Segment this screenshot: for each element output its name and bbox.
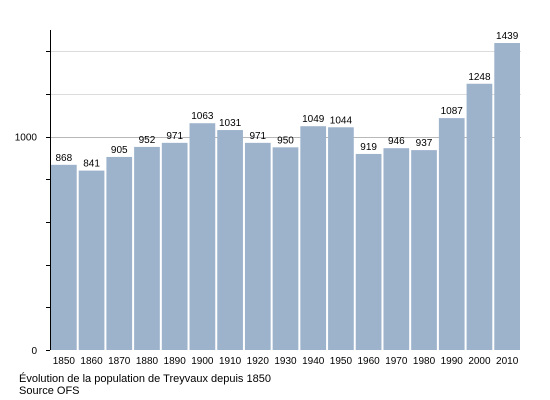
data-label-1930: 950: [277, 135, 294, 146]
data-label-1900: 1063: [191, 111, 214, 122]
data-label-1910: 1031: [219, 118, 242, 129]
data-label-1870: 905: [111, 145, 128, 156]
bar-1890: [161, 142, 188, 350]
x-tick-label-1960: 1960: [357, 356, 380, 367]
bar-1860: [78, 170, 105, 350]
data-label-1880: 952: [139, 135, 156, 146]
x-tick-label-1940: 1940: [302, 356, 325, 367]
chart-caption-title: Évolution de la population de Treyvaux d…: [19, 373, 271, 385]
labels: 868 1850 841 1860 905 1870 952 1880 971 1890 1063 1…: [15, 31, 519, 367]
x-tick-label-1860: 1860: [80, 356, 103, 367]
data-label-1950: 1044: [330, 115, 353, 126]
data-label-2010: 1439: [496, 31, 519, 42]
y-tick-label-1000: 1000: [15, 133, 38, 144]
data-label-1850: 868: [56, 153, 73, 164]
bar-1940: [300, 126, 327, 351]
bars: [51, 43, 520, 351]
axes: [46, 30, 51, 351]
data-label-1960: 919: [360, 142, 377, 153]
x-tick-label-2000: 2000: [468, 356, 491, 367]
x-tick-label-1850: 1850: [53, 356, 76, 367]
x-tick-label-1910: 1910: [219, 356, 242, 367]
bar-1930: [272, 147, 299, 350]
bar-1870: [106, 156, 133, 350]
bar-1990: [438, 118, 465, 350]
x-tick-label-1970: 1970: [385, 356, 408, 367]
data-label-1920: 971: [249, 131, 266, 142]
x-tick-label-1900: 1900: [191, 356, 214, 367]
bar-2010: [494, 43, 520, 350]
data-label-1970: 946: [388, 136, 405, 147]
bar-2000: [466, 83, 493, 350]
data-label-1890: 971: [166, 131, 183, 142]
data-label-1940: 1049: [302, 114, 325, 125]
bar-1970: [383, 148, 410, 350]
bar-1950: [328, 127, 354, 350]
bar-1900: [189, 123, 216, 350]
chart-caption-source: Source OFS: [19, 385, 80, 397]
x-tick-label-2010: 2010: [496, 356, 519, 367]
x-tick-label-1870: 1870: [108, 356, 131, 367]
x-tick-label-1880: 1880: [136, 356, 159, 367]
x-tick-label-1890: 1890: [164, 356, 187, 367]
x-tick-label-1990: 1990: [441, 356, 464, 367]
bar-1850: [51, 164, 77, 350]
data-label-1990: 1087: [441, 106, 464, 117]
data-label-1860: 841: [83, 159, 100, 170]
x-tick-label-1980: 1980: [413, 356, 436, 367]
bar-1910: [217, 130, 243, 350]
y-tick-label-0: 0: [31, 346, 37, 357]
x-tick-label-1930: 1930: [274, 356, 297, 367]
bar-1880: [134, 146, 160, 350]
bar-1980: [411, 150, 437, 350]
data-label-2000: 1248: [468, 72, 491, 83]
bar-1920: [244, 142, 271, 350]
data-label-1980: 937: [416, 138, 433, 149]
bar-1960: [355, 153, 382, 350]
x-tick-label-1950: 1950: [330, 356, 353, 367]
x-tick-label-1920: 1920: [247, 356, 270, 367]
